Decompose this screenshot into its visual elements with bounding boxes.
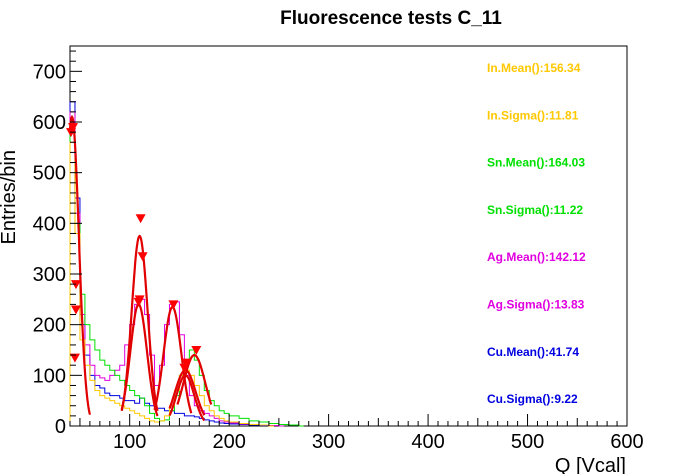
histograms — [69, 101, 304, 427]
x-tick-label: 200 — [212, 431, 245, 453]
peak-marker-6 — [137, 252, 148, 262]
fit-curve-0 — [68, 114, 91, 415]
peak-marker-1 — [67, 123, 78, 133]
peak-marker-5 — [135, 214, 146, 224]
histogram-cu — [69, 101, 274, 427]
y-tick-label: 500 — [33, 163, 66, 185]
y-axis: 0 100 200 300 400 500 600 700 — [33, 50, 82, 438]
peak-marker-4 — [69, 353, 80, 363]
stat-entry: Cu.Sigma():9.22 — [487, 392, 578, 406]
x-tick-label: 100 — [113, 431, 146, 453]
chart-title: Fluorescence tests C_11 — [280, 8, 502, 29]
peak-marker-11 — [179, 363, 190, 373]
y-tick-label: 200 — [33, 315, 66, 337]
histogram-ag — [69, 111, 284, 427]
y-tick-label: 0 — [55, 416, 66, 438]
histogram-sn — [69, 131, 304, 427]
x-axis: 100 200 300 400 500 600 — [69, 414, 644, 453]
fit-curve-2 — [120, 303, 159, 417]
histogram-in — [69, 141, 274, 427]
x-tick-label: 500 — [511, 431, 544, 453]
stat-entry: Sn.Sigma():11.22 — [487, 203, 583, 217]
x-tick-label: 600 — [610, 431, 643, 453]
x-tick-label: 300 — [312, 431, 345, 453]
y-axis-label: Entries/bin — [0, 150, 20, 245]
stat-entry: Sn.Mean():164.03 — [487, 156, 585, 170]
stat-entry: Ag.Sigma():13.83 — [487, 298, 585, 312]
y-tick-label: 700 — [33, 61, 66, 83]
peak-marker-10 — [181, 358, 192, 368]
y-tick-label: 300 — [33, 264, 66, 286]
stat-entry: In.Mean():156.34 — [487, 61, 581, 75]
peak-marker-12 — [191, 346, 202, 355]
peak-marker-8 — [133, 297, 144, 307]
y-tick-label: 100 — [33, 365, 66, 387]
fit-curve-6 — [176, 354, 213, 405]
peak-marker-9 — [168, 300, 179, 310]
x-tick-label: 400 — [411, 431, 444, 453]
fit-curves — [68, 114, 213, 422]
x-axis-label: Q [Vcal] — [555, 455, 626, 474]
stat-entry: In.Sigma():11.81 — [487, 108, 579, 122]
peak-marker-3 — [70, 305, 81, 315]
stats-box: In.Mean():156.34 In.Sigma():11.81 Sn.Mean(… — [487, 61, 586, 406]
stat-entry: Ag.Mean():142.12 — [487, 250, 586, 264]
plot-frame — [69, 45, 628, 427]
y-tick-label: 400 — [33, 213, 66, 235]
fit-curve-5 — [168, 374, 206, 422]
y-tick-label: 600 — [33, 112, 66, 134]
stat-entry: Cu.Mean():41.74 — [487, 345, 579, 359]
